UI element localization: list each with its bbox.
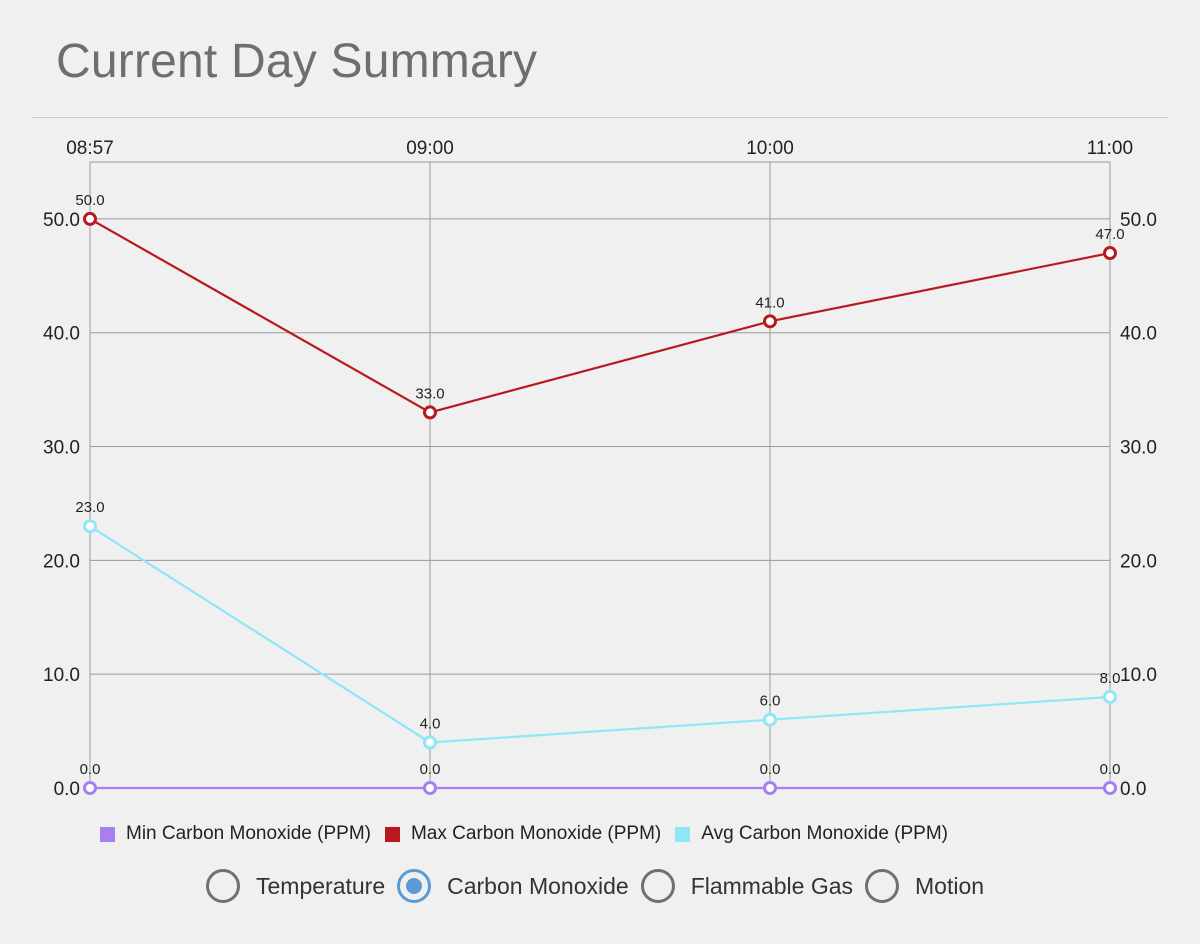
radio-label-flammable-gas[interactable]: Flammable Gas — [690, 872, 854, 899]
data-point — [763, 314, 777, 329]
y-tick-label-right: 50.0 — [1120, 210, 1157, 231]
legend-label-avg: Avg Carbon Monoxide (PPM) — [701, 823, 949, 844]
x-tick-label: 10:00 — [746, 138, 794, 159]
data-label: 0.0 — [1100, 761, 1121, 778]
data-label: 0.0 — [420, 761, 441, 778]
y-tick-label-left: 40.0 — [43, 324, 80, 345]
data-point — [83, 781, 97, 795]
data-label: 6.0 — [760, 693, 781, 710]
plot-area — [89, 161, 1111, 789]
legend-label-max: Max Carbon Monoxide (PPM) — [410, 823, 662, 844]
data-point — [423, 405, 437, 420]
y-tick-label-left: 30.0 — [43, 438, 80, 459]
radio-circle-icon[interactable] — [865, 869, 900, 903]
line-chart: 0.0 0.010.0 10.020.0 20.030.0 30.040.0 40.050… — [43, 138, 1157, 800]
legend-swatch-max — [384, 826, 400, 842]
y-tick-label-right: 10.0 — [1120, 665, 1157, 686]
legend-item-avg: Avg Carbon Monoxide (PPM) — [675, 823, 948, 845]
radio-label-carbon-monoxide[interactable]: Carbon Monoxide — [447, 872, 629, 899]
data-point — [1103, 781, 1117, 795]
y-tick-label-right: 0.0 — [1120, 779, 1146, 800]
x-tick-label: 08:57 — [66, 138, 114, 159]
metric-selector: Temperature Carbon Monoxide Flammable Ga… — [206, 864, 996, 908]
y-tick-label-left: 20.0 — [43, 551, 80, 572]
y-tick-label-left: 0.0 — [54, 779, 80, 800]
radio-motion[interactable]: Motion — [865, 869, 984, 903]
data-point — [763, 781, 777, 795]
data-label: 47.0 — [1095, 226, 1124, 243]
data-point — [1103, 246, 1117, 261]
radio-circle-icon[interactable] — [206, 869, 240, 903]
data-point — [763, 712, 777, 727]
radio-flammable-gas[interactable]: Flammable Gas — [640, 869, 854, 903]
legend-item-min: Min Carbon Monoxide (PPM) — [100, 823, 371, 845]
radio-temperature[interactable]: Temperature — [206, 869, 385, 903]
data-label: 8.0 — [1100, 670, 1121, 687]
legend-swatch-min — [100, 826, 115, 842]
data-label: 0.0 — [760, 761, 781, 778]
data-label: 41.0 — [755, 294, 784, 311]
radio-carbon-monoxide[interactable]: Carbon Monoxide — [397, 869, 629, 903]
data-point — [83, 211, 97, 226]
y-tick-label-right: 30.0 — [1120, 438, 1157, 459]
x-tick-label: 09:00 — [406, 138, 454, 159]
legend-swatch-avg — [675, 826, 691, 842]
data-point — [423, 781, 437, 795]
radio-label-temperature[interactable]: Temperature — [256, 872, 386, 899]
data-label: 4.0 — [420, 715, 441, 732]
y-tick-label-left: 50.0 — [43, 210, 80, 231]
y-tick-label-right: 20.0 — [1120, 551, 1157, 572]
radio-label-motion[interactable]: Motion — [915, 872, 985, 899]
series-line-1 — [89, 217, 1111, 414]
radio-circle-icon[interactable] — [397, 869, 432, 903]
radio-circle-icon[interactable] — [640, 869, 675, 903]
y-tick-label-left: 10.0 — [43, 665, 80, 686]
data-point — [83, 519, 97, 534]
data-label: 23.0 — [75, 499, 104, 516]
chart-legend: Min Carbon Monoxide (PPM) Max Carbon Mon… — [100, 820, 962, 848]
x-tick-label: 11:00 — [1087, 138, 1133, 159]
data-label: 50.0 — [75, 192, 104, 209]
legend-item-max: Max Carbon Monoxide (PPM) — [384, 823, 662, 845]
legend-label-min: Min Carbon Monoxide (PPM) — [126, 823, 371, 844]
y-tick-label-right: 40.0 — [1120, 324, 1157, 345]
data-point — [1103, 689, 1117, 704]
title-divider — [32, 117, 1168, 118]
series-line-2 — [89, 525, 1111, 744]
page-title: Current Day Summary — [56, 35, 538, 88]
data-point — [423, 735, 437, 750]
data-label: 0.0 — [80, 761, 101, 778]
data-label: 33.0 — [415, 385, 444, 402]
